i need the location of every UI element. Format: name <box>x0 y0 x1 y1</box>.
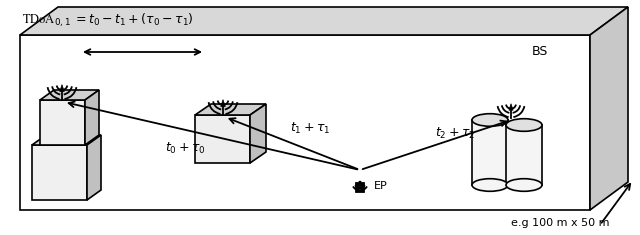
Polygon shape <box>590 7 628 210</box>
Polygon shape <box>20 7 628 35</box>
Circle shape <box>359 181 361 183</box>
Text: $t_0 + \tau_0$: $t_0 + \tau_0$ <box>164 141 205 156</box>
Ellipse shape <box>472 179 508 191</box>
Text: TDoA$_{0,1}$ $= t_0 - t_1 + (\tau_0 - \tau_1)$: TDoA$_{0,1}$ $= t_0 - t_1 + (\tau_0 - \t… <box>22 12 194 29</box>
Polygon shape <box>472 120 508 185</box>
Polygon shape <box>195 115 250 163</box>
Text: $t_1 + \tau_1$: $t_1 + \tau_1$ <box>290 121 330 136</box>
Polygon shape <box>60 85 64 92</box>
Ellipse shape <box>506 179 542 191</box>
Text: BS: BS <box>532 45 548 58</box>
Text: $t_2 + \tau_2$: $t_2 + \tau_2$ <box>435 125 475 141</box>
Polygon shape <box>32 145 87 200</box>
Polygon shape <box>506 125 542 185</box>
Text: EP: EP <box>374 181 388 191</box>
Polygon shape <box>509 104 513 110</box>
Polygon shape <box>32 135 101 145</box>
Polygon shape <box>40 90 99 100</box>
Polygon shape <box>87 135 101 200</box>
Polygon shape <box>195 104 266 115</box>
Polygon shape <box>221 100 225 107</box>
Polygon shape <box>250 104 266 163</box>
Ellipse shape <box>506 119 542 131</box>
Text: e.g 100 m x 50 m: e.g 100 m x 50 m <box>511 218 609 228</box>
Ellipse shape <box>472 114 508 126</box>
Polygon shape <box>85 90 99 145</box>
Polygon shape <box>356 183 364 192</box>
Polygon shape <box>40 100 85 145</box>
